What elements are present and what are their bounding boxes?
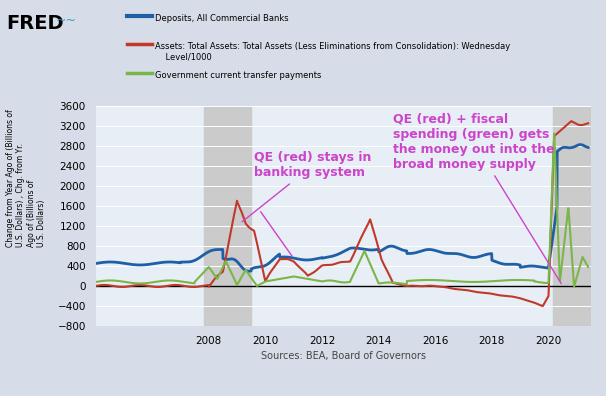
Text: Government current transfer payments: Government current transfer payments	[155, 71, 321, 80]
X-axis label: Sources: BEA, Board of Governors: Sources: BEA, Board of Governors	[261, 351, 426, 361]
Text: Change from Year Ago of (Billions of
U.S. Dollars) , Chg. from Yr.
Ago of (Billi: Change from Year Ago of (Billions of U.S…	[6, 109, 46, 247]
Text: QE (red) + fiscal
spending (green) gets
the money out into the
broad money suppl: QE (red) + fiscal spending (green) gets …	[393, 113, 561, 284]
Text: Deposits, All Commercial Banks: Deposits, All Commercial Banks	[155, 14, 288, 23]
Text: FRED: FRED	[6, 14, 64, 33]
Bar	[204, 106, 251, 326]
Text: ~~: ~~	[56, 14, 77, 27]
Text: QE (red) stays in
banking system: QE (red) stays in banking system	[242, 151, 371, 222]
Text: Assets: Total Assets: Total Assets (Less Eliminations from Consolidation): Wedne: Assets: Total Assets: Total Assets (Less…	[155, 42, 510, 62]
Bar	[553, 106, 591, 326]
